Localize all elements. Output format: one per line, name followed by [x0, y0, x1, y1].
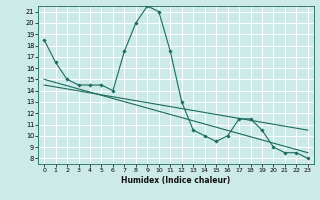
X-axis label: Humidex (Indice chaleur): Humidex (Indice chaleur): [121, 176, 231, 185]
